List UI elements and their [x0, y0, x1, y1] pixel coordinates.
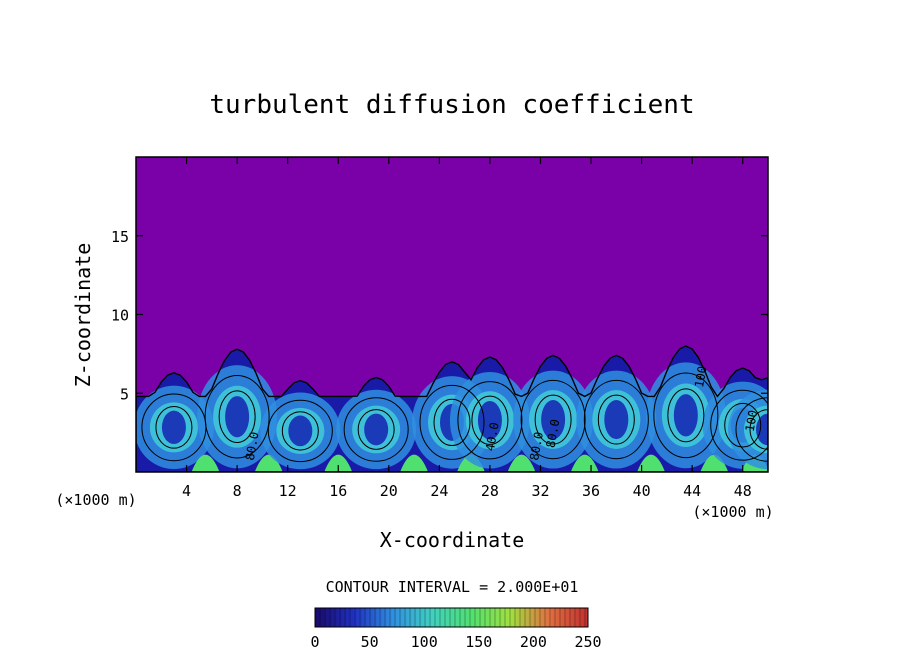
colorbar-tick-label: 200 — [520, 633, 547, 651]
x-tick-label: 16 — [329, 482, 347, 500]
colorbar-tick-label: 0 — [310, 633, 319, 651]
y-axis-label: Z-coordinate — [71, 243, 95, 388]
eddy-contour — [583, 379, 649, 460]
x-axis-unit: (×1000 m) — [55, 491, 136, 509]
x-tick-label: 20 — [380, 482, 398, 500]
eddy-center — [477, 400, 502, 440]
contour-label: 100 — [743, 409, 761, 433]
colorbar-gradient — [315, 608, 588, 627]
x-tick-label: 4 — [182, 482, 191, 500]
contour-label: 80.0 — [544, 418, 563, 449]
eddy-center — [288, 415, 313, 447]
eddy-contour-inner — [218, 390, 256, 444]
x-tick-label: 40 — [633, 482, 651, 500]
eddy-contour-inner — [724, 402, 762, 448]
contour-label: 40.0 — [483, 421, 502, 452]
x-tick-label: 36 — [582, 482, 600, 500]
colorbar-tick-label: 250 — [574, 633, 601, 651]
eddy-contour-inner — [597, 394, 635, 445]
x-tick-label: 44 — [683, 482, 701, 500]
eddy-contour-inner — [667, 388, 705, 443]
boundary-contour — [136, 345, 768, 472]
eddy-contour-inner — [155, 406, 193, 449]
eddy-center — [225, 396, 250, 438]
surface-plume — [400, 454, 429, 472]
colorbar-tick-label: 100 — [411, 633, 438, 651]
diffusion-field — [136, 346, 768, 472]
eddy-contour — [735, 397, 768, 462]
y-axis-unit: (×1000 m) — [692, 503, 773, 521]
eddy-center — [756, 413, 768, 446]
x-tick-label: 8 — [233, 482, 242, 500]
surface-plume — [637, 454, 666, 472]
eddy-contour-inner — [281, 411, 319, 451]
surface-plume — [570, 454, 599, 472]
chart-title: turbulent diffusion coefficient — [209, 90, 694, 120]
x-axis: 4 8 12 16 20 24 28 32 36 40 44 48 — [182, 157, 752, 500]
eddy-contour-inner — [433, 398, 471, 447]
y-tick-label: 10 — [111, 307, 129, 325]
contour-label: 100 — [692, 365, 710, 389]
colorbar-tick-label: 50 — [361, 633, 379, 651]
eddy-contour-inner — [471, 395, 509, 445]
colorbar-tick-label: 150 — [465, 633, 492, 651]
eddy-contour — [457, 381, 523, 460]
eddy-center — [161, 410, 186, 445]
eddy-contour — [204, 374, 270, 459]
eddy-contour — [520, 379, 586, 460]
eddy-contour-inner — [534, 394, 572, 445]
x-tick-label: 24 — [430, 482, 448, 500]
eddy-contour — [343, 397, 409, 462]
eddy-contour — [267, 399, 333, 463]
x-tick-label: 28 — [481, 482, 499, 500]
eddy-contour — [653, 372, 719, 459]
eddy-center — [673, 394, 698, 437]
eddy-contour — [710, 389, 768, 461]
colorbar-frame — [314, 607, 589, 628]
y-tick-label: 5 — [120, 385, 129, 403]
eddy-contour — [419, 384, 485, 460]
eddy-center — [364, 413, 389, 446]
eddy-center — [541, 399, 566, 440]
contour-label: 80.0 — [527, 431, 546, 462]
eddy-contour-inner — [749, 409, 768, 450]
y-axis: 5 10 15 — [111, 228, 768, 403]
surface-plume — [507, 454, 536, 472]
contour-interval-text: CONTOUR INTERVAL = 2.000E+01 — [326, 578, 579, 596]
x-tick-label: 12 — [279, 482, 297, 500]
eddy-contour-inner — [357, 409, 395, 450]
surface-plume — [191, 454, 220, 472]
x-axis-label: X-coordinate — [380, 528, 525, 552]
x-tick-label: 32 — [531, 482, 549, 500]
colorbar: 0 50 100 150 200 250 — [310, 607, 602, 651]
surface-plume — [324, 454, 353, 472]
eddy-center — [604, 399, 629, 440]
contour-label: 80.0 — [243, 431, 262, 462]
x-tick-label: 48 — [734, 482, 752, 500]
y-tick-label: 15 — [111, 228, 129, 246]
